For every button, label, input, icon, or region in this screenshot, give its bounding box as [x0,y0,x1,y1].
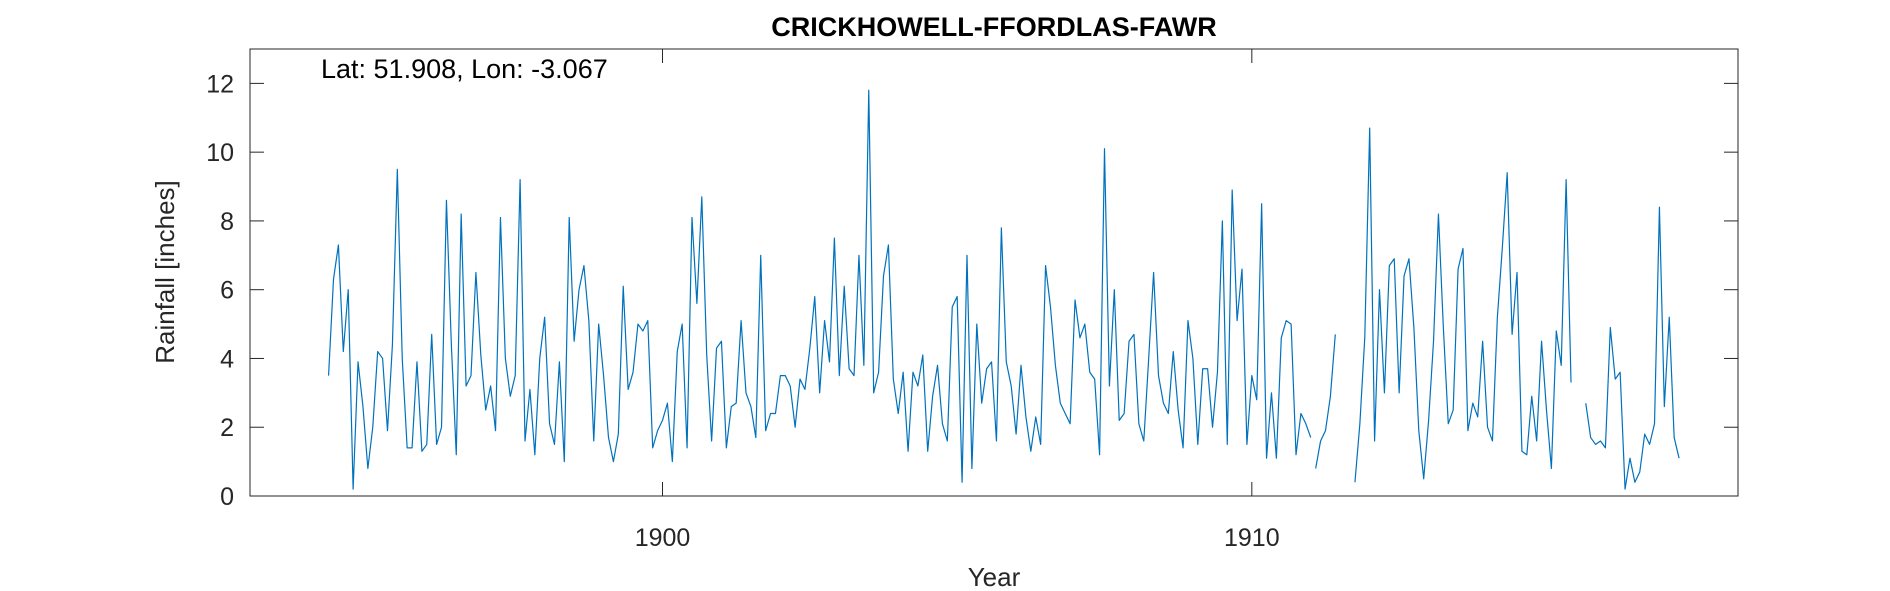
data-series [327,89,1680,490]
x-tick-label: 1900 [635,524,691,552]
location-annotation: Lat: 51.908, Lon: -3.067 [321,54,608,84]
y-tick-label: 10 [206,139,234,167]
y-tick-label: 0 [220,483,234,511]
y-tick-label: 6 [220,277,234,305]
y-tick-label: 4 [220,345,234,373]
rainfall-series-line-1 [327,89,1312,490]
axis-ticks [250,49,1738,497]
y-tick-label: 12 [206,70,234,98]
y-tick-label: 2 [220,414,234,442]
chart-title: CRICKHOWELL-FFORDLAS-FAWR [771,12,1216,42]
y-axis-title: Rainfall [inches] [150,180,180,364]
rainfall-series-line-4 [1585,206,1680,490]
x-axis-title: Year [968,562,1021,591]
plot-area [249,48,1739,497]
tick-labels: 1900 1910 0 2 4 6 8 10 12 [206,70,1279,552]
y-tick-label: 8 [220,208,234,236]
rainfall-series-line-2 [1315,334,1336,469]
x-tick-label: 1910 [1224,524,1280,552]
rainfall-series-line-3 [1354,127,1572,483]
